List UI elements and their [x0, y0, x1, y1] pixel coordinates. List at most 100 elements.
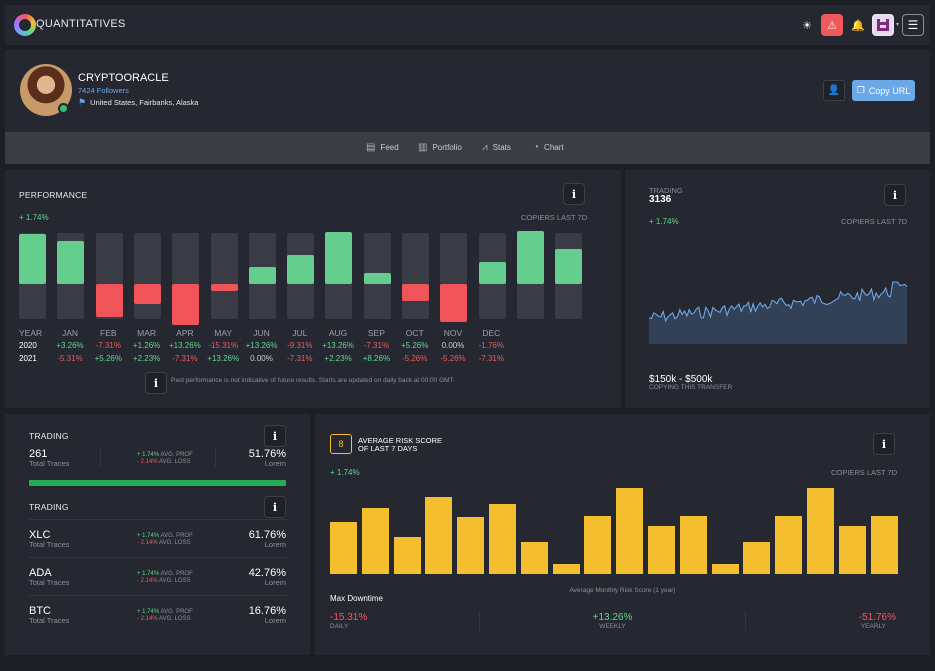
- risk-info-button[interactable]: i: [873, 433, 895, 455]
- avg-prof-value: + 1.74%: [137, 533, 160, 539]
- trading-item-sub: Total Traces: [29, 616, 70, 625]
- avg-prof-label: AVG. PROF: [160, 609, 193, 615]
- disclaimer-info-icon[interactable]: i: [145, 372, 167, 394]
- performance-bar[interactable]: [440, 284, 468, 322]
- followers-count[interactable]: 7424 Followers: [78, 86, 129, 95]
- location-icon: ⚑: [78, 97, 87, 107]
- performance-cell: +8.26%: [362, 354, 391, 363]
- performance-bar[interactable]: [210, 284, 238, 291]
- divider: [29, 519, 287, 520]
- performance-bar[interactable]: [478, 262, 506, 284]
- trading-list-info-button[interactable]: i: [264, 496, 286, 518]
- stat-weekly-label: WEEKLY: [599, 623, 626, 630]
- performance-bar[interactable]: [248, 267, 276, 284]
- trading-list-item[interactable]: BTC Total Traces + 1.74% AVG. PROF - 2.1…: [5, 603, 310, 639]
- app-name[interactable]: QUANTITATIVES: [36, 18, 126, 30]
- performance-bar[interactable]: [325, 232, 353, 284]
- tab-chart[interactable]: ◔ Chart: [533, 142, 564, 153]
- avg-prof-label: AVG. PROF: [160, 452, 193, 458]
- trading-item-value-sub: Lorem: [264, 578, 286, 587]
- risk-bar[interactable]: [393, 537, 421, 574]
- performance-title: PERFORMANCE: [19, 190, 88, 200]
- performance-bar[interactable]: [287, 255, 315, 284]
- year-label: 2021: [19, 354, 37, 363]
- trading-top-info-button[interactable]: i: [264, 425, 286, 447]
- performance-bar[interactable]: [516, 231, 544, 284]
- risk-title-line2: OF LAST 7 DAYS: [358, 444, 418, 453]
- performance-bar-track: [133, 233, 161, 319]
- stat-daily-label: DAILY: [330, 623, 349, 630]
- performance-bar[interactable]: [363, 273, 391, 284]
- risk-bar[interactable]: [679, 516, 707, 574]
- performance-bar-track: [478, 233, 506, 319]
- month-label: SEP: [367, 328, 385, 338]
- trading-item-value-sub: Lorem: [264, 540, 286, 549]
- avg-loss-value: - 2.14%: [137, 578, 158, 584]
- performance-cell: -7.31%: [172, 354, 198, 363]
- risk-bar[interactable]: [425, 496, 453, 574]
- info-icon: i: [881, 437, 887, 451]
- chevron-down-icon[interactable]: ▾: [896, 22, 900, 28]
- avg-loss-label: AVG. LOSS: [159, 578, 191, 584]
- trading-progress-track: [29, 480, 286, 486]
- performance-bar[interactable]: [172, 284, 200, 325]
- performance-change: + 1.74%: [19, 213, 49, 222]
- risk-bar[interactable]: [520, 542, 548, 574]
- sun-icon[interactable]: ☀: [802, 19, 812, 32]
- risk-bar[interactable]: [457, 517, 485, 574]
- trading-item-sub: Total Traces: [29, 578, 70, 587]
- risk-bar[interactable]: [775, 516, 803, 574]
- risk-bar[interactable]: [711, 563, 739, 574]
- risk-bar[interactable]: [330, 522, 357, 574]
- tab-stats[interactable]: ⩘ Stats: [482, 142, 511, 153]
- trading-list-item[interactable]: XLC Total Traces + 1.74% AVG. PROF - 2.1…: [5, 527, 310, 563]
- risk-bar[interactable]: [807, 488, 834, 574]
- bell-icon[interactable]: 🔔: [851, 19, 865, 32]
- month-label: MAR: [137, 328, 157, 338]
- performance-bar-track: [325, 232, 353, 319]
- trading-list-item[interactable]: ADA Total Traces + 1.74% AVG. PROF - 2.1…: [5, 565, 310, 601]
- risk-bar[interactable]: [361, 507, 389, 574]
- risk-bar[interactable]: [584, 516, 612, 574]
- logo-icon[interactable]: [14, 14, 36, 36]
- month-label: JAN: [61, 328, 79, 338]
- follow-user-button[interactable]: 👤: [823, 80, 845, 101]
- menu-icon[interactable]: ☰: [902, 14, 924, 36]
- performance-bar[interactable]: [57, 241, 85, 284]
- risk-title: AVERAGE RISK SCORE OF LAST 7 DAYS: [358, 437, 442, 453]
- risk-bar[interactable]: [743, 542, 771, 574]
- performance-bar-track: [57, 233, 85, 319]
- risk-bar[interactable]: [552, 563, 580, 574]
- avatar-icon[interactable]: [872, 14, 894, 36]
- performance-bar[interactable]: [19, 234, 46, 284]
- info-icon: i: [571, 187, 577, 201]
- risk-bar[interactable]: [838, 525, 866, 574]
- performance-disclaimer: Past performance is not indicative of fu…: [171, 377, 455, 384]
- risk-bar[interactable]: [648, 525, 675, 574]
- risk-bar[interactable]: [870, 516, 898, 574]
- alert-icon[interactable]: ⚠: [821, 14, 843, 36]
- performance-bar[interactable]: [133, 284, 161, 304]
- tab-portfolio[interactable]: ▥ Portfolio: [418, 142, 462, 153]
- trading-item-name: BTC: [29, 605, 51, 617]
- risk-change: + 1.74%: [330, 468, 360, 477]
- risk-bar[interactable]: [616, 488, 644, 574]
- trading-list-title: TRADING: [29, 502, 69, 512]
- avg-loss-label: AVG. LOSS: [159, 616, 191, 622]
- tab-feed[interactable]: ▤ Feed: [366, 142, 399, 153]
- trading-item-name: ADA: [29, 567, 52, 579]
- performance-bar[interactable]: [95, 284, 123, 317]
- risk-bar[interactable]: [489, 504, 516, 574]
- trading-top-stats: + 1.74% AVG. PROF - 2.14% AVG. LOSS: [137, 452, 193, 466]
- performance-cell: -7.31%: [287, 354, 313, 363]
- copy-url-button[interactable]: ❐ Copy URL: [852, 80, 915, 101]
- month-label: JUN: [253, 328, 270, 338]
- performance-info-button[interactable]: i: [563, 183, 585, 205]
- copy-url-label: Copy URL: [868, 85, 911, 96]
- performance-bar-track: [555, 233, 583, 319]
- performance-bar[interactable]: [402, 284, 429, 301]
- trading-item-value: 61.76%: [248, 529, 286, 541]
- performance-bar[interactable]: [555, 249, 583, 284]
- trading-item-stats: + 1.74% AVG. PROF - 2.14% AVG. LOSS: [137, 609, 193, 623]
- trading-info-button[interactable]: i: [884, 184, 906, 206]
